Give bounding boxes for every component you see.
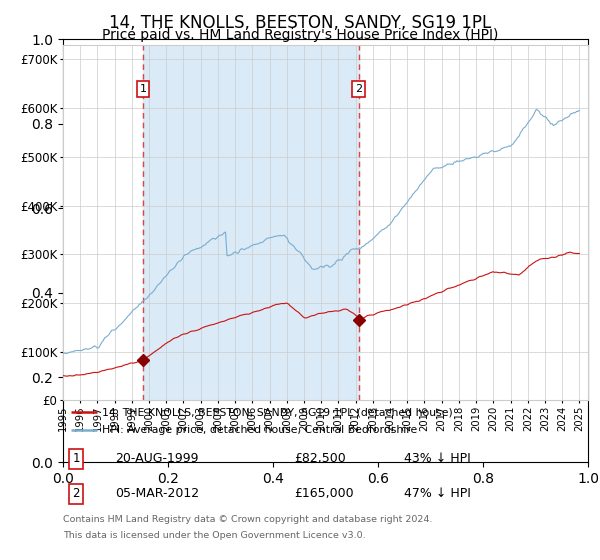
Text: 1: 1	[139, 84, 146, 94]
Bar	[143, 45, 359, 400]
Text: 47% ↓ HPI: 47% ↓ HPI	[404, 487, 471, 501]
Text: 05-MAR-2012: 05-MAR-2012	[115, 487, 200, 501]
Text: Contains HM Land Registry data © Crown copyright and database right 2024.: Contains HM Land Registry data © Crown c…	[63, 515, 433, 524]
Text: This data is licensed under the Open Government Licence v3.0.: This data is licensed under the Open Gov…	[63, 531, 365, 540]
Text: 20-AUG-1999: 20-AUG-1999	[115, 452, 199, 465]
Text: Price paid vs. HM Land Registry's House Price Index (HPI): Price paid vs. HM Land Registry's House …	[102, 28, 498, 42]
Text: 2: 2	[355, 84, 362, 94]
Text: 2: 2	[73, 487, 80, 501]
Text: £82,500: £82,500	[294, 452, 346, 465]
Text: £165,000: £165,000	[294, 487, 353, 501]
Text: 14, THE KNOLLS, BEESTON, SANDY, SG19 1PL: 14, THE KNOLLS, BEESTON, SANDY, SG19 1PL	[109, 14, 491, 32]
Text: 43% ↓ HPI: 43% ↓ HPI	[404, 452, 471, 465]
Text: 14, THE KNOLLS, BEESTON, SANDY, SG19 1PL (detached house): 14, THE KNOLLS, BEESTON, SANDY, SG19 1PL…	[103, 407, 453, 417]
Text: HPI: Average price, detached house, Central Bedfordshire: HPI: Average price, detached house, Cent…	[103, 425, 418, 435]
Text: 1: 1	[73, 452, 80, 465]
